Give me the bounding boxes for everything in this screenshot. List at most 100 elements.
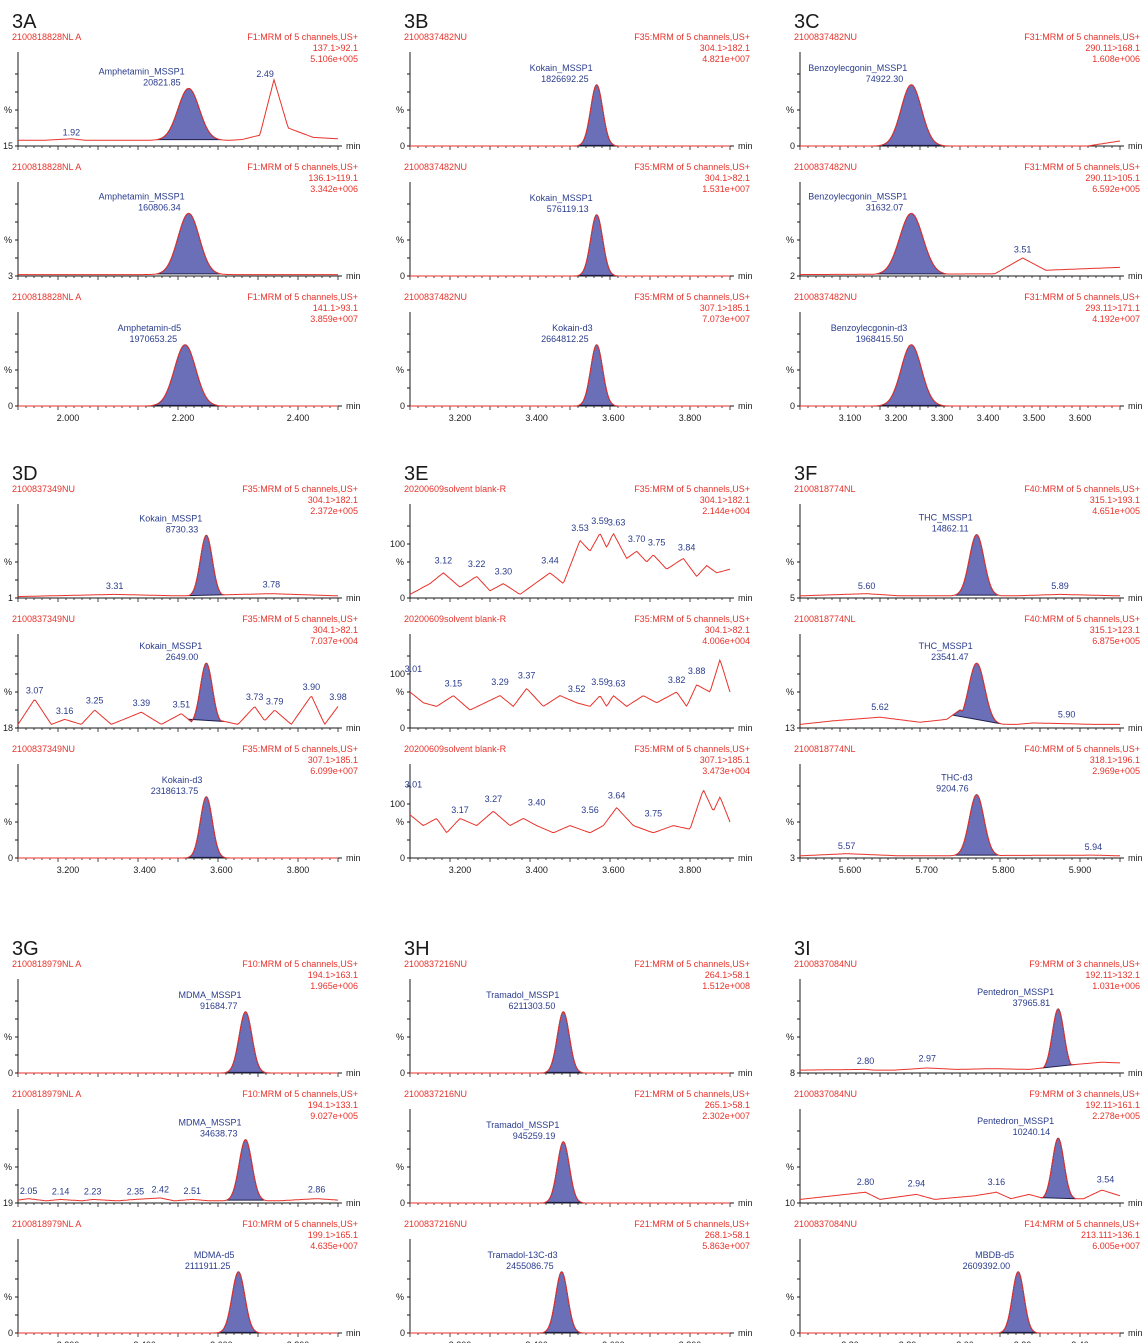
y-min-label: 0 xyxy=(400,141,405,151)
intensity-label: 3.859e+007 xyxy=(310,314,358,324)
peak-rt-label: 3.75 xyxy=(648,538,666,548)
x-tick-label: 2.200 xyxy=(172,413,195,423)
channel-label: F10:MRM of 5 channels,US+ xyxy=(242,959,358,969)
transition-label: 318.1>196.1 xyxy=(1090,755,1140,765)
intensity-label: 4.192e+007 xyxy=(1092,314,1140,324)
x-tick-label: 5.900 xyxy=(1069,865,1092,875)
y-min-label: 0 xyxy=(8,1328,13,1338)
integrated-peak xyxy=(880,344,943,406)
trace-line xyxy=(410,344,730,407)
y-min-label: 18 xyxy=(3,723,13,733)
peak-area: 6211303.50 xyxy=(508,1001,555,1011)
transition-label: 192.11>132.1 xyxy=(1085,970,1140,980)
x-tick-label: 3.100 xyxy=(839,413,862,423)
x-tick-label: 3.400 xyxy=(525,413,548,423)
peak-rt-label: 5.94 xyxy=(1085,842,1103,852)
x-tick-label: 2.800 xyxy=(287,1340,310,1343)
peak-area: 10240.14 xyxy=(1013,1127,1051,1137)
transition-label: 192.11>161.1 xyxy=(1085,1100,1140,1110)
integrated-peak xyxy=(188,796,225,858)
peak-area: 1970653.25 xyxy=(130,334,178,344)
integrated-peak xyxy=(226,1139,265,1201)
channel-label: F40:MRM of 5 channels,US+ xyxy=(1024,484,1140,494)
peak-rt-label: 3.07 xyxy=(26,686,44,696)
y-min-label: 0 xyxy=(400,593,405,603)
y-min-label: 0 xyxy=(790,1328,795,1338)
peak-rt-label: 3.39 xyxy=(133,698,151,708)
intensity-label: 1.031e+006 xyxy=(1092,981,1140,991)
intensity-label: 4.651e+005 xyxy=(1092,506,1140,516)
peak-rt-label: 3.17 xyxy=(451,805,469,815)
integrated-peak xyxy=(545,1141,582,1203)
compound-name: Tramadol_MSSP1 xyxy=(486,1120,559,1130)
y-axis-label: % xyxy=(4,365,12,375)
y-min-label: 3 xyxy=(8,271,13,281)
y-min-label: 0 xyxy=(400,271,405,281)
panel-label: 3E xyxy=(404,463,428,485)
compound-name: THC_MSSP1 xyxy=(919,641,973,651)
integrated-peak xyxy=(1040,1137,1076,1200)
y-min-label: 1 xyxy=(8,593,13,603)
sample-id: 2100837349NU xyxy=(12,744,75,754)
x-tick-label: 3.400 xyxy=(525,865,548,875)
y-axis-label: % xyxy=(4,1032,12,1042)
x-tick-label: 2.400 xyxy=(133,1340,156,1343)
integrated-peak xyxy=(578,214,615,276)
integrated-peak xyxy=(1000,1271,1036,1333)
transition-label: 307.1>185.1 xyxy=(700,755,750,765)
peak-area: 2649.00 xyxy=(166,652,199,662)
sample-id: 2100837084NU xyxy=(794,959,857,969)
integrated-peak xyxy=(1040,1008,1076,1069)
intensity-label: 1.965e+006 xyxy=(310,981,358,991)
y-axis-label: % xyxy=(396,1292,404,1302)
integrated-peak xyxy=(880,84,943,146)
intensity-label: 2.372e+005 xyxy=(310,506,358,516)
peak-rt-label: 3.15 xyxy=(445,678,463,688)
compound-name: Kokain-d3 xyxy=(162,775,203,785)
sample-id: 2100837482NU xyxy=(794,162,857,172)
compound-name: MDMA_MSSP1 xyxy=(179,1118,242,1128)
x-tick-label: 3.800 xyxy=(679,1340,702,1343)
x-tick-label: 3.200 xyxy=(57,865,80,875)
peak-rt-label: 3.52 xyxy=(568,684,586,694)
integrated-peak xyxy=(954,534,999,596)
channel-label: F1:MRM of 5 channels,US+ xyxy=(247,162,358,172)
x-tick-label: 3.800 xyxy=(287,865,310,875)
peak-rt-label: 2.42 xyxy=(151,1184,169,1194)
transition-label: 315.1>193.1 xyxy=(1090,495,1140,505)
integrated-peak xyxy=(578,84,615,146)
transition-label: 304.1>182.1 xyxy=(700,495,750,505)
compound-name: MBDB-d5 xyxy=(975,1250,1014,1260)
peak-rt-label: 3.56 xyxy=(581,805,599,815)
channel-label: F35:MRM of 5 channels,US+ xyxy=(634,32,750,42)
y-min-label: 0 xyxy=(8,1068,13,1078)
trace-line xyxy=(800,1270,1120,1334)
transition-label: 213.111>136.1 xyxy=(1081,1230,1140,1240)
transition-label: 304.1>182.1 xyxy=(308,495,358,505)
y-axis-label: % xyxy=(396,365,404,375)
x-tick-label: 2.600 xyxy=(210,1340,233,1343)
x-tick-label: 3.00 xyxy=(956,1340,974,1343)
trace-3: 2100837349NU F35:MRM of 5 channels,US+307… xyxy=(4,744,361,875)
y-min-label: 0 xyxy=(400,853,405,863)
compound-name: Benzoylecgonin_MSSP1 xyxy=(808,191,907,201)
peak-area: 31632.07 xyxy=(866,202,904,212)
compound-name: Kokain_MSSP1 xyxy=(530,63,593,73)
y-axis-label: % xyxy=(396,1162,404,1172)
peak-rt-label: 3.63 xyxy=(608,517,626,527)
trace-line xyxy=(799,1138,1121,1200)
y-axis-label: % xyxy=(396,817,404,827)
integrated-peak xyxy=(876,212,947,275)
intensity-label: 3.473e+004 xyxy=(702,766,750,776)
panel-label: 3I xyxy=(794,938,811,960)
x-unit-label: min xyxy=(738,401,753,411)
trace-1: 20200609solvent blank-R F35:MRM of 5 chan… xyxy=(390,484,753,603)
peak-area: 8730.33 xyxy=(166,524,199,534)
compound-name: Amphetamin_MSSP1 xyxy=(99,191,185,201)
intensity-label: 6.099e+007 xyxy=(310,766,358,776)
sample-id: 2100818828NL A xyxy=(12,292,81,302)
intensity-label: 7.073e+007 xyxy=(702,314,750,324)
y-axis-label: % xyxy=(4,235,12,245)
peak-rt-label: 3.64 xyxy=(608,790,626,800)
